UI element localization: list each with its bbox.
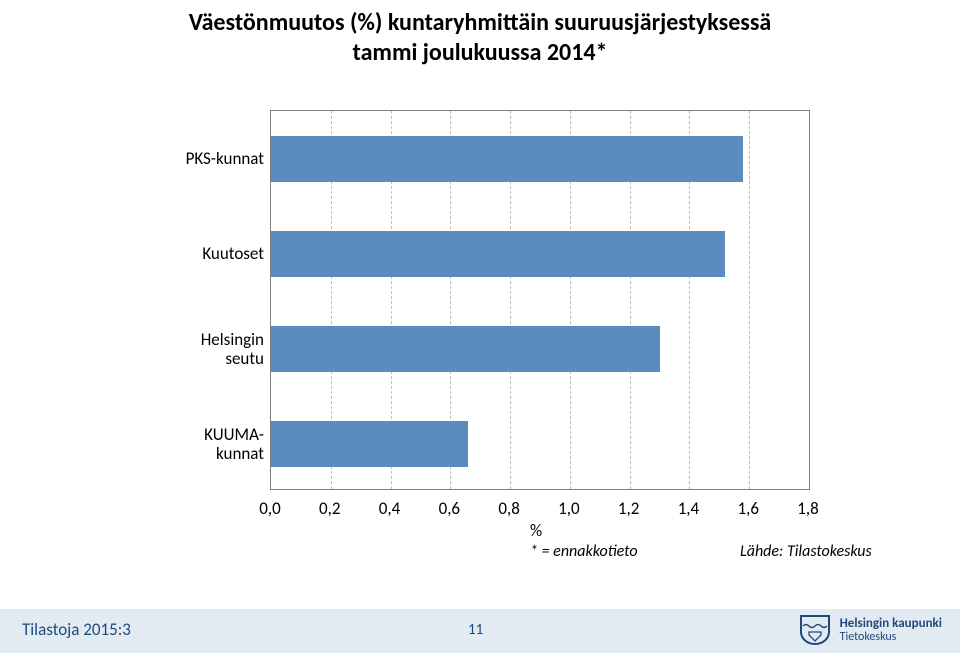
bar bbox=[271, 136, 743, 182]
source-note: Lähde: Tilastokeskus bbox=[740, 542, 872, 561]
bar bbox=[271, 421, 468, 467]
x-tick-label: 1,6 bbox=[733, 498, 763, 519]
bar-chart: % 0,00,20,40,60,81,01,21,41,61,8PKS-kunn… bbox=[130, 100, 830, 540]
page-number: 11 bbox=[468, 621, 483, 639]
y-category-label: Helsinginseutu bbox=[124, 330, 264, 369]
y-category-label: KUUMA-kunnat bbox=[124, 425, 264, 464]
helsinki-logo: Helsingin kaupunki Tietokeskus bbox=[798, 614, 942, 646]
title-line-1: Väestönmuutos (%) kuntaryhmittäin suuruu… bbox=[189, 8, 772, 37]
x-axis-title: % bbox=[530, 520, 542, 541]
logo-text-main: Helsingin kaupunki bbox=[840, 617, 942, 631]
x-tick-label: 0,2 bbox=[315, 498, 345, 519]
x-tick-label: 1,4 bbox=[673, 498, 703, 519]
y-category-label: Kuutoset bbox=[124, 244, 264, 264]
slide-footer: Tilastoja 2015:3 11 Helsingin kaupunki T… bbox=[0, 609, 960, 653]
gridline bbox=[749, 111, 750, 489]
chart-title: Väestönmuutos (%) kuntaryhmittäin suuruu… bbox=[0, 8, 960, 68]
x-tick-label: 0,8 bbox=[494, 498, 524, 519]
title-line-2: tammi joulukuussa 2014* bbox=[353, 38, 608, 67]
bar bbox=[271, 326, 660, 372]
footnote-asterisk: * = ennakkotieto bbox=[530, 542, 638, 561]
x-tick-label: 0,0 bbox=[255, 498, 285, 519]
y-category-label: PKS-kunnat bbox=[124, 149, 264, 169]
x-tick-label: 1,0 bbox=[554, 498, 584, 519]
plot-area bbox=[270, 110, 810, 490]
x-tick-label: 1,2 bbox=[614, 498, 644, 519]
bar bbox=[271, 231, 725, 277]
document-id: Tilastoja 2015:3 bbox=[22, 619, 131, 640]
logo-text-sub: Tietokeskus bbox=[840, 631, 942, 644]
x-tick-label: 1,8 bbox=[793, 498, 823, 519]
helsinki-crest-icon bbox=[798, 614, 832, 646]
x-tick-label: 0,4 bbox=[375, 498, 405, 519]
x-tick-label: 0,6 bbox=[434, 498, 464, 519]
